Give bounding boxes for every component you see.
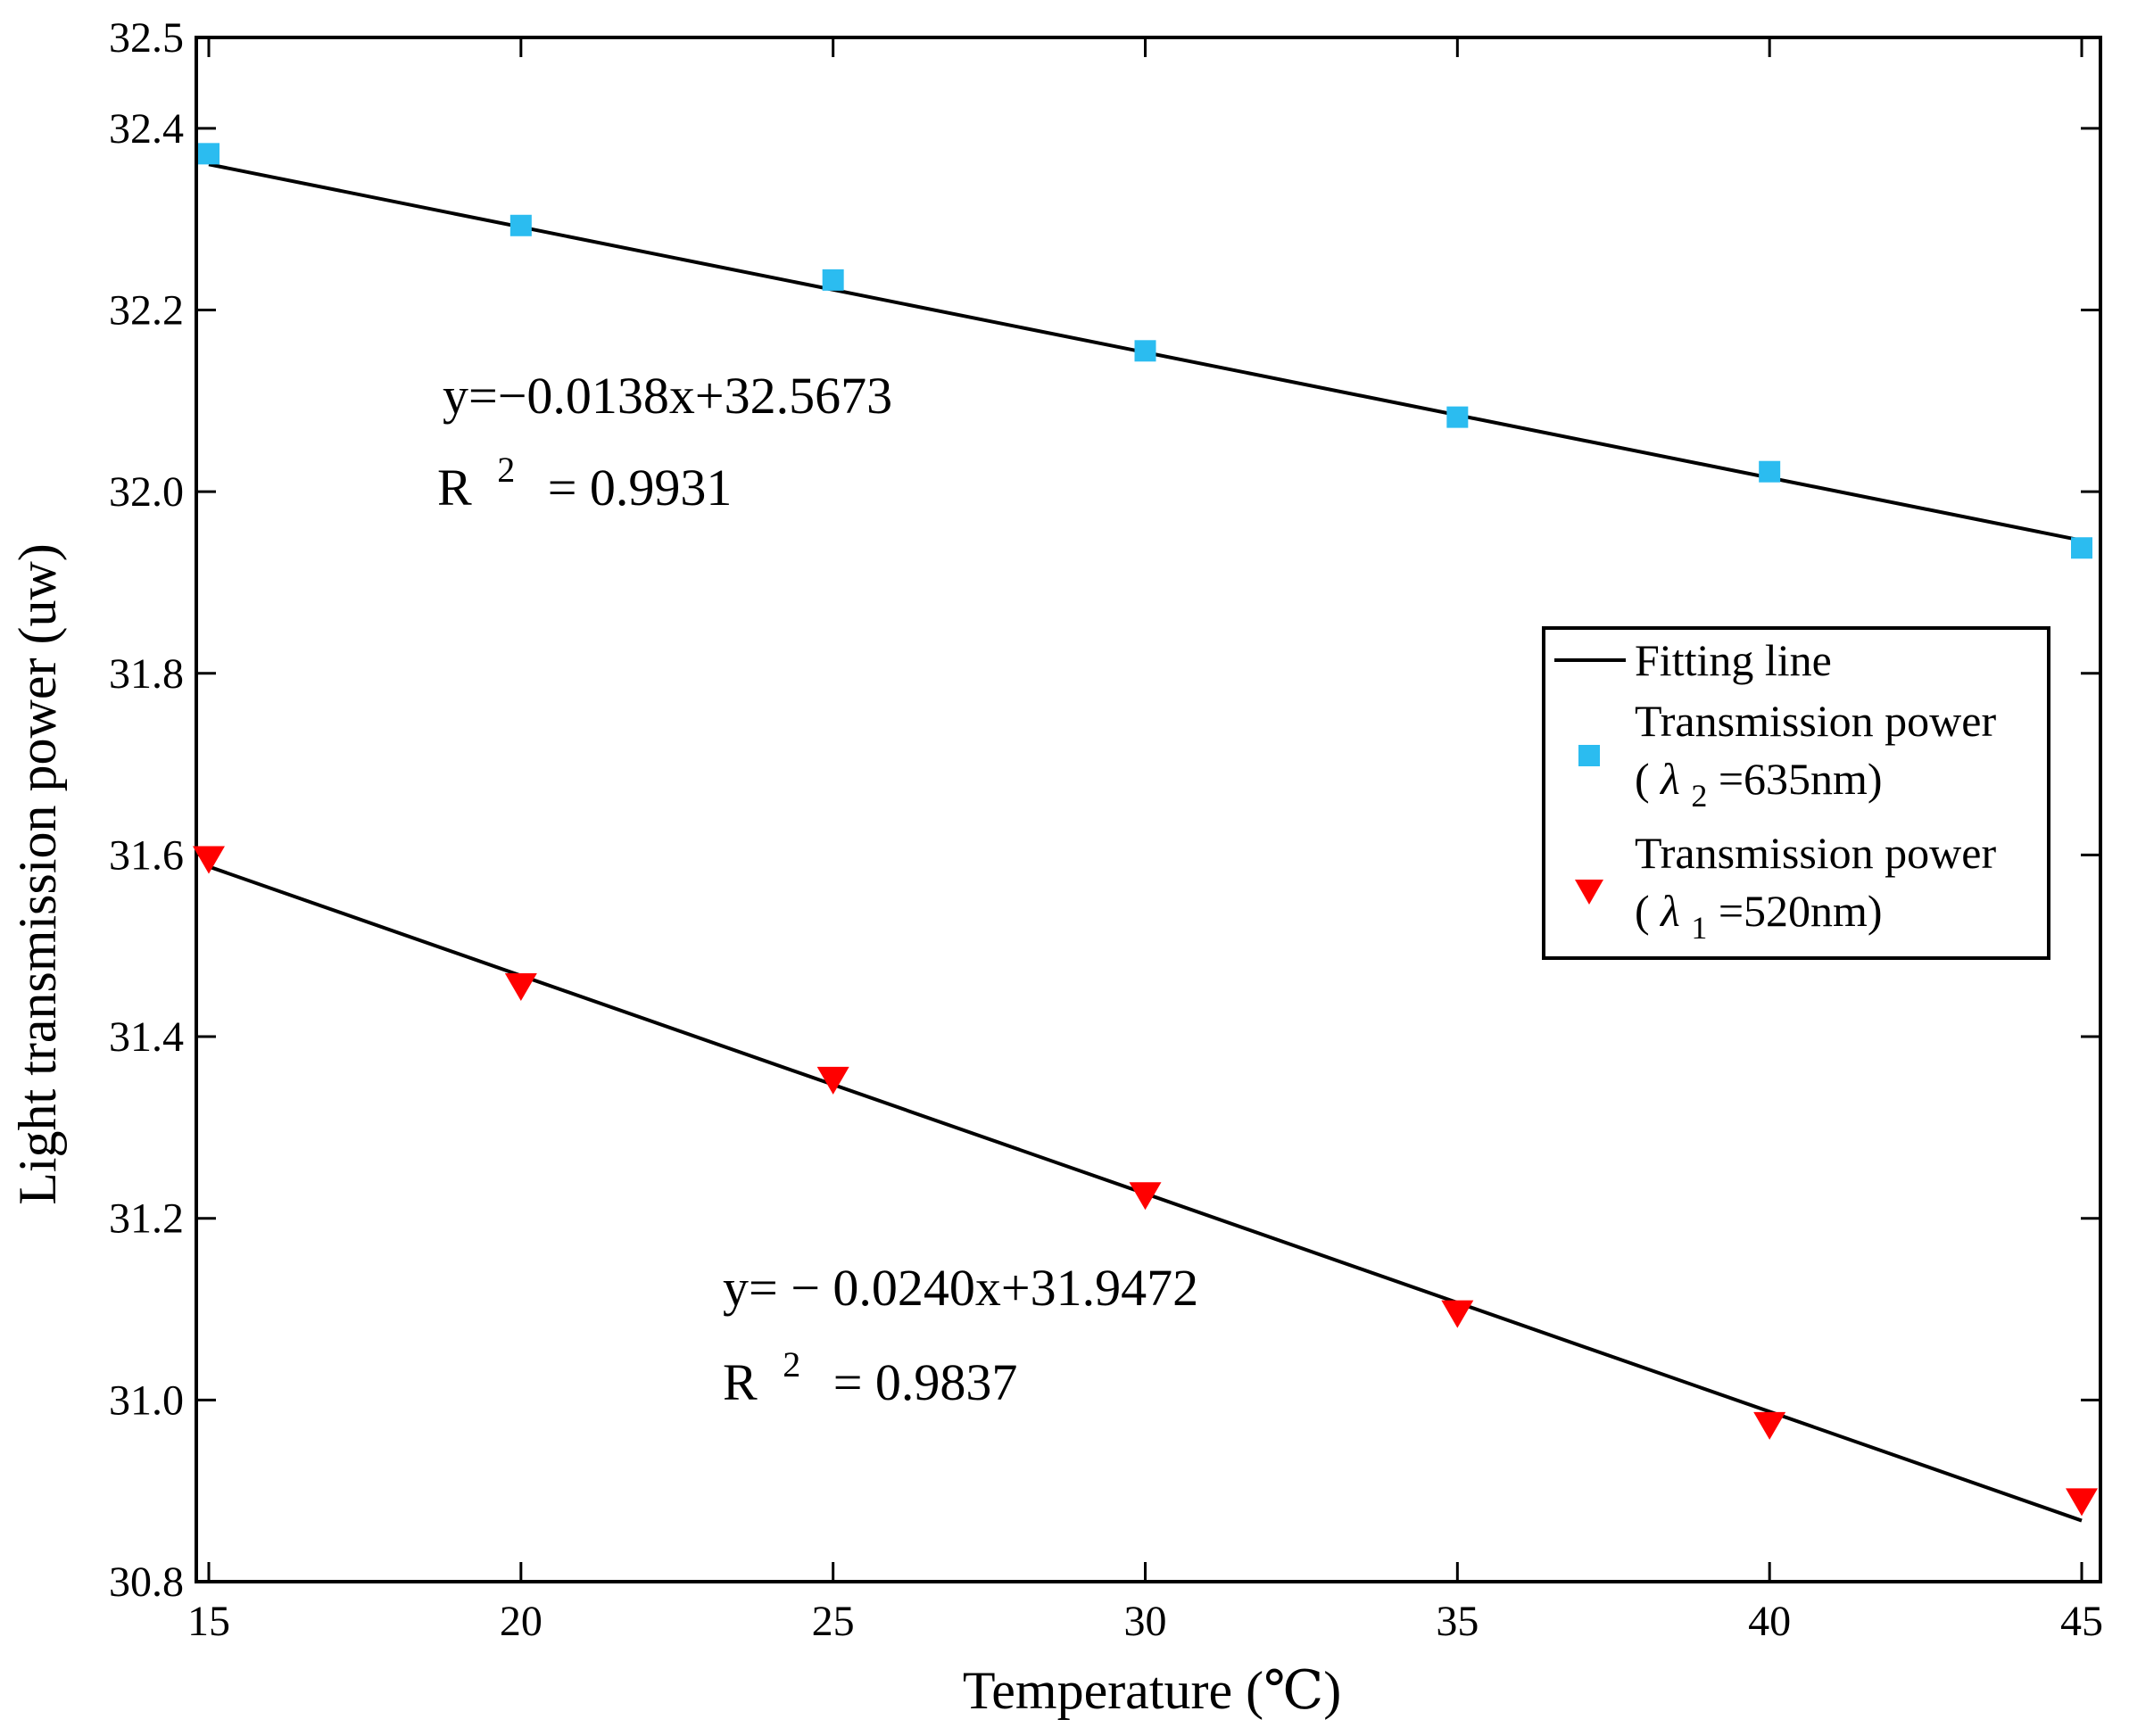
y-tick-label: 31.0: [109, 1376, 184, 1424]
x-tick-label: 25: [812, 1598, 855, 1645]
legend-entry-520-line1: Transmission power: [1635, 828, 1996, 878]
legend-entry-635-line1: Transmission power: [1635, 696, 1996, 746]
equation-annotation-lower: y= − 0.0240x+31.9472 R 2 = 0.9837: [723, 1259, 1198, 1411]
r-squared-lower-exponent: 2: [783, 1344, 800, 1385]
legend-box: [1542, 626, 2050, 960]
data-point-triangle: [1129, 1182, 1162, 1211]
legend-fit-line-label: Fitting line: [1635, 635, 1832, 685]
data-point-square: [1759, 460, 1781, 483]
y-axis: 30.8 31.0 31.2 31.4 31.6 31.8 32.0 32.2 32.4 32.5: [109, 14, 2100, 1606]
y-tick-label: 32.5: [109, 14, 184, 62]
legend: Fitting line Transmission power ( λ 2 =6…: [1542, 626, 2050, 960]
y-tick-label: 31.6: [109, 831, 184, 879]
plot-border: [195, 36, 2102, 1583]
r-squared-lower-letter: R: [723, 1353, 758, 1411]
plot-area: [195, 36, 2102, 1583]
y-tick-label: 32.2: [109, 286, 184, 334]
data-point-triangle: [816, 1066, 849, 1095]
data-point-square: [2071, 537, 2093, 559]
data-point-square: [197, 143, 220, 165]
equation-lower: y= − 0.0240x+31.9472: [723, 1259, 1198, 1317]
r-squared-upper-letter: R: [437, 459, 472, 517]
legend-entry-635-rest: =635nm): [1719, 754, 1883, 804]
y-tick-label: 31.8: [109, 650, 184, 698]
legend-entry-520-paren: (: [1635, 886, 1650, 936]
x-tick-label: 35: [1436, 1598, 1479, 1645]
x-tick-label: 20: [500, 1598, 543, 1645]
data-point-square: [822, 269, 844, 291]
legend-entry-520-line2: ( λ 1 =520nm): [1635, 886, 1883, 948]
legend-entry-635-line2: ( λ 2 =635nm): [1635, 754, 1883, 816]
data-point-triangle: [192, 846, 225, 874]
x-tick-label: 30: [1124, 1598, 1167, 1645]
data-point-triangle: [1441, 1300, 1474, 1328]
x-axis-label: Temperature (℃): [963, 1661, 1341, 1720]
y-tick-label: 32.0: [109, 468, 184, 516]
legend-entry-635-paren: (: [1635, 754, 1650, 804]
equation-upper: y=−0.0138x+32.5673: [443, 367, 892, 425]
data-point-square: [509, 214, 532, 236]
x-tick-label: 40: [1748, 1598, 1791, 1645]
r-squared-upper: R 2 = 0.9931: [437, 435, 732, 517]
legend-entry-635-lambda: λ: [1659, 754, 1680, 804]
legend-triangle-marker: [1575, 880, 1603, 905]
y-tick-label: 31.4: [109, 1013, 184, 1061]
legend-entry-520-subscript: 1: [1691, 910, 1707, 946]
legend-entry-520-lambda: λ: [1659, 886, 1680, 936]
y-tick-label: 30.8: [109, 1558, 184, 1606]
legend-square-marker: [1578, 745, 1600, 766]
data-point-triangle: [2066, 1488, 2099, 1517]
data-markers: [192, 143, 2099, 1517]
r-squared-upper-exponent: 2: [497, 450, 515, 490]
r-squared-lower-value: = 0.9837: [833, 1353, 1018, 1411]
r-squared-lower: R 2 = 0.9837: [723, 1330, 1017, 1411]
x-tick-label: 45: [2060, 1598, 2103, 1645]
x-tick-label: 15: [187, 1598, 230, 1645]
legend-entry-635-subscript: 2: [1691, 778, 1707, 814]
equation-annotation-upper: y=−0.0138x+32.5673 R 2 = 0.9931: [437, 367, 892, 517]
y-tick-label: 32.4: [109, 105, 184, 153]
data-point-square: [1134, 340, 1156, 362]
r-squared-upper-value: = 0.9931: [548, 459, 733, 517]
data-point-square: [1446, 406, 1469, 428]
data-point-triangle: [504, 973, 537, 1002]
data-point-triangle: [1753, 1411, 1786, 1440]
x-axis: 15 20 25 30 35 40 45: [187, 37, 2103, 1645]
y-tick-label: 31.2: [109, 1195, 184, 1243]
y-axis-label: Light transmission power (uw): [8, 543, 67, 1205]
legend-entry-520-rest: =520nm): [1719, 886, 1883, 936]
